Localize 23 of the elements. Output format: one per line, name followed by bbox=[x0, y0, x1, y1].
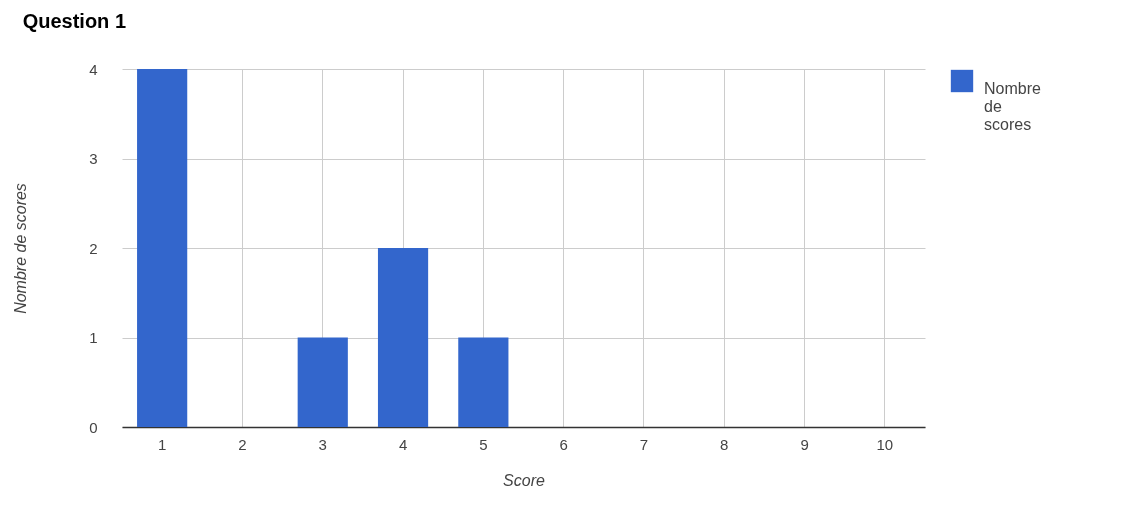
bar bbox=[458, 337, 509, 427]
x-tick-label: 5 bbox=[479, 435, 488, 453]
x-tick-label: 7 bbox=[639, 435, 649, 453]
bar bbox=[377, 248, 429, 427]
x-tick-label: 8 bbox=[720, 435, 729, 453]
y-tick-label: 1 bbox=[89, 329, 98, 346]
y-tick-label: 3 bbox=[89, 150, 98, 167]
legend-label: Nombre de scores bbox=[984, 80, 1042, 133]
x-tick-label: 1 bbox=[157, 435, 167, 453]
x-tick-label: 9 bbox=[800, 435, 809, 453]
bar bbox=[297, 337, 348, 427]
x-axis-title: Score bbox=[503, 471, 545, 489]
y-axis-title: Nombre de scores bbox=[12, 183, 30, 314]
y-tick-label: 2 bbox=[89, 239, 98, 257]
chart-title: Question 1 bbox=[22, 10, 127, 32]
bar bbox=[137, 69, 188, 427]
x-tick-label: 3 bbox=[318, 435, 327, 453]
x-tick-label: 2 bbox=[238, 435, 247, 453]
x-tick-label: 6 bbox=[559, 435, 568, 453]
y-tick-label: 0 bbox=[89, 418, 98, 436]
x-tick-label: 10 bbox=[876, 435, 894, 453]
y-tick-label: 4 bbox=[89, 60, 98, 78]
x-tick-label: 4 bbox=[398, 435, 408, 453]
